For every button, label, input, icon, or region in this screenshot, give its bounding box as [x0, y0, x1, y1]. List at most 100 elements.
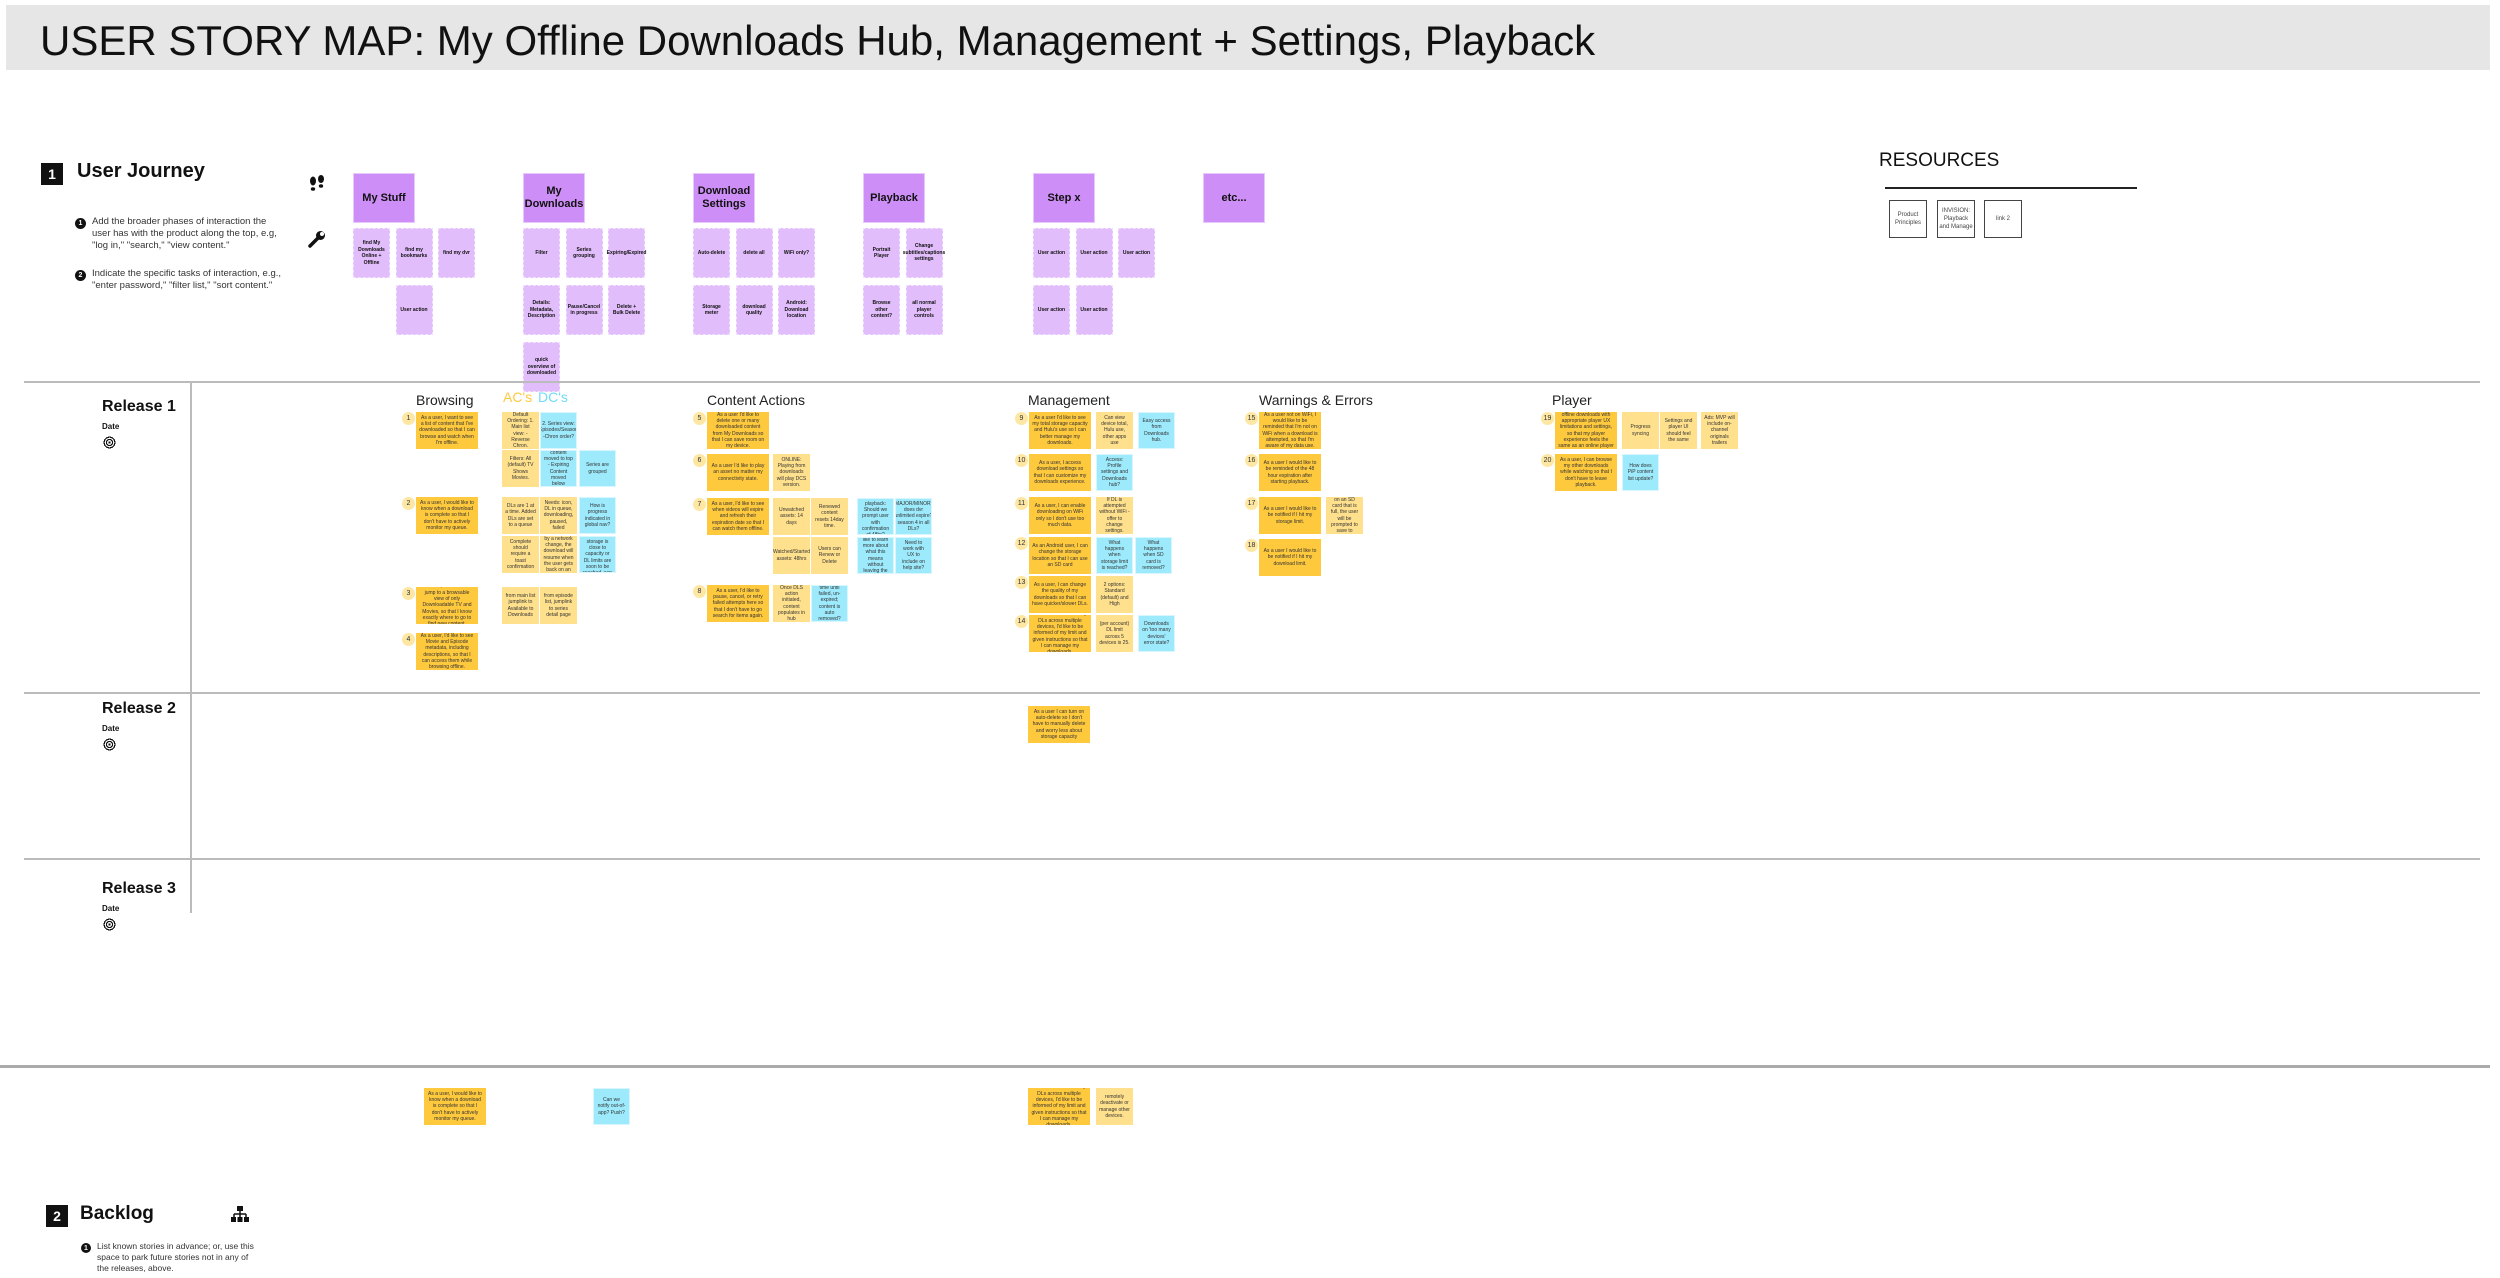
acceptance-criteria-card[interactable]: Ads: MVP will include on-channel origina…: [1701, 412, 1738, 449]
user-story-card[interactable]: As a user I would like to be notified if…: [1259, 497, 1321, 534]
acceptance-criteria-card[interactable]: ONLINE: Playing from downloads will play…: [773, 454, 810, 491]
task-card[interactable]: Android: Download location: [778, 285, 815, 335]
acceptance-criteria-card[interactable]: 2 options: Standard (default) and High: [1096, 576, 1133, 613]
design-consideration-card[interactable]: Access: Profile settings and Downloads h…: [1096, 454, 1133, 491]
task-card[interactable]: Browse other content?: [863, 285, 900, 335]
acceptance-criteria-card[interactable]: Progress syncing: [1622, 412, 1659, 449]
task-card[interactable]: User action: [395, 285, 433, 335]
user-story-card[interactable]: As a user, I access download settings so…: [1029, 454, 1091, 491]
user-story-card[interactable]: As a user, I would like to jump to a bro…: [416, 587, 478, 624]
acceptance-criteria-card[interactable]: If DL is attempted without WiFi - offer …: [1096, 497, 1133, 534]
design-consideration-card[interactable]: How is progress indicated in global nav?: [579, 497, 616, 534]
task-card[interactable]: Series grouping: [565, 228, 603, 278]
phase-card[interactable]: Playback: [863, 173, 925, 223]
user-story-card[interactable]: As a user, I can play offline downloads …: [1555, 412, 1617, 449]
task-card[interactable]: User action: [1075, 285, 1113, 335]
design-consideration-card[interactable]: Need to work with UX to include on help …: [895, 537, 932, 574]
user-story-card[interactable]: As a user I would like to be notified if…: [1259, 539, 1321, 576]
task-card[interactable]: find My Downloads Online + Offline: [353, 228, 390, 278]
task-card[interactable]: User action: [1033, 285, 1070, 335]
task-card[interactable]: find my bookmarks: [395, 228, 433, 278]
user-story-card[interactable]: As a user, I want to see a list of conte…: [416, 412, 478, 449]
design-consideration-card[interactable]: Easy access from Downloads hub.: [1138, 412, 1175, 449]
task-card[interactable]: User action: [1118, 228, 1155, 278]
task-card[interactable]: delete all: [735, 228, 773, 278]
user-story-card[interactable]: As a user, I would like to know when a d…: [416, 497, 478, 534]
target-icon[interactable]: [103, 738, 116, 751]
phase-card[interactable]: My Stuff: [353, 173, 415, 223]
user-story-card[interactable]: As a user I can turn on auto-delete so I…: [1028, 706, 1090, 743]
resource-link[interactable]: INVISION: Playback and Manage: [1937, 200, 1975, 238]
acceptance-criteria-card[interactable]: Unwatched assets: 14 days: [773, 498, 810, 535]
design-consideration-card[interactable]: time until failed, un-expired; content i…: [811, 585, 848, 622]
user-story-card[interactable]: As an Android user, I can change the sto…: [1029, 537, 1091, 574]
acceptance-criteria-card[interactable]: Complete should require a toast confirma…: [502, 536, 539, 573]
user-story-card[interactable]: As a user, I can change the quality of m…: [1029, 576, 1091, 613]
design-consideration-card[interactable]: [MAJOR/MINOR]: does dvr unlimited expire…: [895, 498, 932, 535]
design-consideration-card[interactable]: 1st time playback: Should we prompt user…: [857, 498, 894, 535]
acceptance-criteria-card[interactable]: Default Ordering: 1. Main list view: - R…: [502, 412, 539, 449]
user-story-card[interactable]: As a user I'd like to play an asset no m…: [707, 454, 769, 491]
user-story-card[interactable]: As a user, I'd like to pause, cancel, or…: [707, 585, 769, 622]
task-card[interactable]: Portrait Player: [863, 228, 900, 278]
design-consideration-card[interactable]: Series are grouped: [579, 450, 616, 487]
backlog-story-card[interactable]: As a user with too many DLs across multi…: [1028, 1088, 1090, 1125]
acceptance-criteria-card[interactable]: If a download is interrupted by a networ…: [540, 536, 577, 573]
design-consideration-card[interactable]: Downloads on 'too many devices' error st…: [1138, 615, 1175, 652]
acceptance-criteria-card[interactable]: DLs are 1 at a time. Added DLs are set t…: [502, 497, 539, 534]
task-card[interactable]: all normal player controls: [905, 285, 943, 335]
target-icon[interactable]: [103, 918, 116, 931]
acceptance-criteria-card[interactable]: remotely deactivate or manage other devi…: [1096, 1088, 1133, 1125]
user-story-card[interactable]: As a user with too many DLs across multi…: [1029, 615, 1091, 652]
user-story-card[interactable]: As a user, I can browse my other downloa…: [1555, 454, 1617, 491]
phase-card[interactable]: etc...: [1203, 173, 1265, 223]
user-story-card[interactable]: As a user, I can enable downloading on W…: [1029, 497, 1091, 534]
target-icon[interactable]: [103, 436, 116, 449]
task-card[interactable]: User action: [1075, 228, 1113, 278]
design-consideration-card[interactable]: (major gotcha): if storage is close to c…: [579, 536, 616, 573]
user-story-card[interactable]: As a user I'd like to see my total stora…: [1029, 412, 1091, 449]
user-story-card[interactable]: As a user, I'd like to see when videos w…: [707, 498, 769, 535]
design-consideration-card[interactable]: What happens when SD card is removed?: [1135, 537, 1172, 574]
acceptance-criteria-card[interactable]: Filters: All (default) TV Shows Movies.: [502, 450, 539, 487]
task-card[interactable]: quick overview of downloaded: [523, 342, 560, 392]
design-consideration-card[interactable]: What happens when storage limit is reach…: [1096, 537, 1133, 574]
resource-link[interactable]: link 2: [1984, 200, 2022, 238]
user-story-card[interactable]: As a user I would like to be reminded of…: [1259, 454, 1321, 491]
task-card[interactable]: download quality: [735, 285, 773, 335]
task-card[interactable]: Delete + Bulk Delete: [608, 285, 645, 335]
acceptance-criteria-card[interactable]: (per account) DL limit across 5 devices …: [1096, 615, 1133, 652]
phase-card[interactable]: Step x: [1033, 173, 1095, 223]
resource-link[interactable]: Product Principles: [1889, 200, 1927, 238]
task-card[interactable]: Pause/Cancel in progress: [565, 285, 603, 335]
acceptance-criteria-card[interactable]: from main list jumplink to Available to …: [502, 587, 539, 624]
acceptance-criteria-card[interactable]: If a download is attempted on an SD card…: [1326, 497, 1363, 534]
phase-card[interactable]: Download Settings: [693, 173, 755, 223]
acceptance-criteria-card[interactable]: Renewed content resets 14day time.: [811, 498, 848, 535]
task-card[interactable]: Details: Metadata, Description: [523, 285, 560, 335]
acceptance-criteria-card[interactable]: from episode list, jumplink to series de…: [540, 587, 577, 624]
design-consideration-card[interactable]: Can we notify out-of-app? Push?: [593, 1088, 630, 1125]
design-consideration-card[interactable]: - Expired content moved to top - Expirin…: [540, 450, 577, 487]
user-story-card[interactable]: As a user I'd like to delete one or many…: [707, 412, 769, 449]
design-consideration-card[interactable]: 2. Series view: Episodes/Season -Chron o…: [540, 412, 577, 449]
acceptance-criteria-card[interactable]: Settings and player UI should feel the s…: [1660, 412, 1697, 449]
phase-card[interactable]: My Downloads: [523, 173, 585, 223]
design-consideration-card[interactable]: As a user, I'd like to learn more about …: [857, 537, 894, 574]
user-story-card[interactable]: As a user not on WiFi, I would like to b…: [1259, 412, 1321, 449]
task-card[interactable]: WiFi only?: [778, 228, 815, 278]
task-card[interactable]: Filter: [523, 228, 560, 278]
acceptance-criteria-card[interactable]: Needs: icon, DL in queue, downloading, p…: [540, 497, 577, 534]
acceptance-criteria-card[interactable]: Can view device total, Hulu use, other a…: [1096, 412, 1133, 449]
task-card[interactable]: find my dvr: [438, 228, 475, 278]
acceptance-criteria-card[interactable]: Users can Renew or Delete: [811, 537, 848, 574]
task-card[interactable]: Expiring/Expired: [607, 228, 646, 278]
task-card[interactable]: Storage meter: [693, 285, 730, 335]
acceptance-criteria-card[interactable]: Watched/Started assets: 48hrs: [773, 537, 810, 574]
backlog-story-card[interactable]: As a user, I would like to know when a d…: [424, 1088, 486, 1125]
task-card[interactable]: User action: [1033, 228, 1070, 278]
user-story-card[interactable]: As a user, I'd like to see Movie and Epi…: [416, 633, 478, 670]
design-consideration-card[interactable]: How does PiP content list update?: [1622, 454, 1659, 491]
task-card[interactable]: Change subtitles/captions settings: [903, 228, 945, 278]
acceptance-criteria-card[interactable]: Once DLS action initiated, content popul…: [773, 585, 810, 622]
